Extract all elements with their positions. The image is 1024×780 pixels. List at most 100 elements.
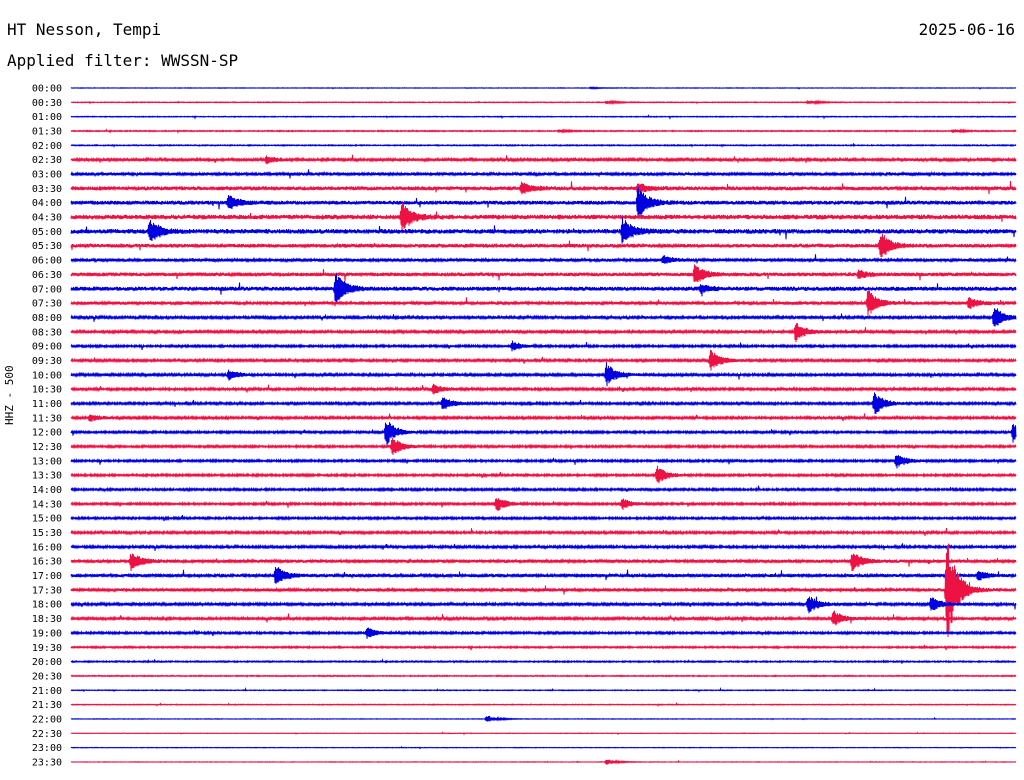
trace-row-1000 — [70, 362, 1017, 387]
trace-row-2130 — [70, 701, 1017, 708]
row-time-label: 17:30 — [32, 585, 62, 596]
row-time-label: 19:00 — [32, 628, 62, 639]
row-time-label: 02:00 — [32, 141, 62, 152]
trace-row-0030 — [70, 99, 1017, 106]
trace-row-2330 — [70, 759, 1017, 765]
row-time-label: 09:30 — [32, 356, 62, 367]
trace-row-1500 — [70, 515, 1017, 522]
trace-row-0700 — [70, 273, 1017, 304]
trace-row-2300 — [70, 745, 1017, 750]
row-time-label: 08:30 — [32, 327, 62, 338]
trace-row-0400 — [70, 187, 1017, 218]
trace-row-2000 — [70, 658, 1017, 664]
trace-row-0100 — [70, 113, 1017, 120]
trace-row-1830 — [70, 610, 1017, 626]
trace-row-0500 — [70, 216, 1017, 244]
trace-row-0000 — [70, 86, 1017, 91]
trace-row-2230 — [70, 731, 1017, 736]
trace-row-0630 — [70, 264, 1017, 282]
row-time-label: 06:00 — [32, 256, 62, 267]
row-time-label: 20:00 — [32, 657, 62, 668]
row-time-label: 13:00 — [32, 456, 62, 467]
row-time-label: 18:30 — [32, 614, 62, 625]
row-time-label: 10:00 — [32, 370, 62, 381]
trace-row-2100 — [70, 687, 1017, 693]
row-time-label: 05:30 — [32, 241, 62, 252]
row-time-label: 04:00 — [32, 198, 62, 209]
trace-row-1130 — [70, 413, 1017, 422]
trace-row-0430 — [70, 203, 1017, 232]
row-time-label: 07:30 — [32, 299, 62, 310]
row-time-label: 22:00 — [32, 714, 62, 725]
row-time-label: 04:30 — [32, 213, 62, 224]
row-time-label: 07:00 — [32, 284, 62, 295]
trace-row-0930 — [70, 349, 1017, 371]
date-label: 2025-06-16 — [918, 20, 1015, 39]
trace-row-1230 — [70, 438, 1017, 456]
trace-row-0830 — [70, 323, 1017, 343]
row-time-label: 17:00 — [32, 571, 62, 582]
row-time-label: 05:00 — [32, 227, 62, 238]
row-time-label: 18:00 — [32, 600, 62, 611]
trace-row-1730 — [70, 543, 1017, 638]
row-time-label: 22:30 — [32, 729, 62, 740]
trace-row-0800 — [70, 308, 1017, 327]
trace-row-0200 — [70, 143, 1017, 149]
trace-row-1530 — [70, 528, 1017, 537]
trace-row-0300 — [70, 169, 1017, 179]
station-title: HT Nesson, Tempi — [7, 20, 162, 39]
trace-row-1700 — [70, 566, 1017, 584]
trace-row-1300 — [70, 455, 1017, 469]
row-time-label: 01:00 — [32, 112, 62, 123]
filter-label: Applied filter: WWSSN-SP — [7, 51, 239, 70]
row-time-label: 09:00 — [32, 342, 62, 353]
trace-row-2030 — [70, 674, 1017, 679]
trace-lines — [70, 86, 1017, 765]
row-time-label: 13:30 — [32, 471, 62, 482]
row-time-label: 03:30 — [32, 184, 62, 195]
trace-row-0130 — [70, 128, 1017, 135]
row-time-label: 02:30 — [32, 155, 62, 166]
row-time-label: 23:30 — [32, 757, 62, 768]
row-time-label: 16:30 — [32, 557, 62, 568]
row-time-label: 08:00 — [32, 313, 62, 324]
row-time-label: 16:00 — [32, 542, 62, 553]
trace-row-0330 — [70, 180, 1017, 195]
row-time-label: 12:30 — [32, 442, 62, 453]
row-time-label: 00:00 — [32, 84, 62, 95]
row-time-label: 03:00 — [32, 170, 62, 181]
time-labels: 00:00 00:30 01:00 01:30 02:00 02:30 03:00 03:30… — [32, 84, 62, 769]
trace-row-0600 — [70, 254, 1017, 264]
row-time-label: 21:00 — [32, 686, 62, 697]
trace-row-1930 — [70, 644, 1017, 651]
row-time-label: 11:00 — [32, 399, 62, 410]
trace-row-1200 — [70, 422, 1017, 446]
row-time-label: 15:00 — [32, 514, 62, 525]
trace-row-0230 — [70, 154, 1017, 165]
row-time-label: 20:30 — [32, 671, 62, 682]
row-time-label: 00:30 — [32, 98, 62, 109]
trace-row-1600 — [70, 543, 1017, 551]
trace-row-1330 — [70, 465, 1017, 484]
row-time-label: 01:30 — [32, 127, 62, 138]
row-time-label: 19:30 — [32, 643, 62, 654]
row-time-label: 15:30 — [32, 528, 62, 539]
trace-row-1100 — [70, 392, 1017, 414]
trace-row-1030 — [70, 383, 1017, 395]
trace-row-1430 — [70, 498, 1017, 511]
trace-row-1400 — [70, 485, 1017, 493]
trace-row-1630 — [70, 553, 1017, 572]
row-time-label: 21:30 — [32, 700, 62, 711]
row-time-label: 12:00 — [32, 428, 62, 439]
trace-row-0730 — [70, 290, 1017, 317]
row-time-label: 10:30 — [32, 385, 62, 396]
trace-row-1800 — [70, 596, 1017, 614]
trace-row-1900 — [70, 627, 1017, 639]
trace-row-0900 — [70, 340, 1017, 352]
row-time-label: 23:00 — [32, 743, 62, 754]
row-time-label: 06:30 — [32, 270, 62, 281]
trace-row-2200 — [70, 715, 1017, 722]
row-time-label: 14:30 — [32, 499, 62, 510]
row-time-label: 11:30 — [32, 413, 62, 424]
